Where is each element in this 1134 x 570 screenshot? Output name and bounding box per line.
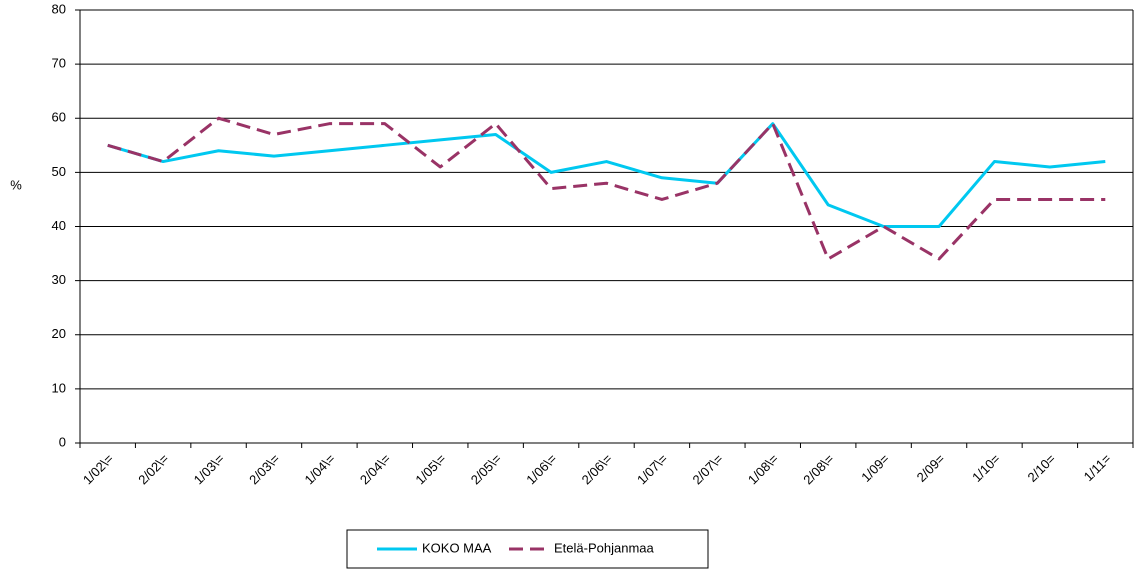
x-tick-label: 1/11= bbox=[1081, 451, 1114, 484]
x-tick-label: 1/08\= bbox=[745, 451, 781, 487]
x-tick-label: 2/03\= bbox=[246, 451, 282, 487]
x-tick-label: 1/09= bbox=[858, 451, 892, 485]
x-tick-label: 1/10= bbox=[969, 451, 1003, 485]
x-tick-label: 2/09= bbox=[914, 451, 948, 485]
x-tick-label: 1/06\= bbox=[523, 451, 559, 487]
x-tick-label: 2/08\= bbox=[800, 451, 836, 487]
y-axis-label: % bbox=[10, 177, 22, 192]
x-tick-label: 1/03\= bbox=[191, 451, 227, 487]
y-tick-label: 40 bbox=[52, 218, 66, 233]
line bbox=[107, 122, 1106, 228]
y-tick-label: 20 bbox=[52, 326, 66, 341]
legend-label: KOKO MAA bbox=[422, 540, 492, 555]
x-tick-label: 2/07\= bbox=[689, 451, 725, 487]
y-tick-label: 60 bbox=[52, 110, 66, 125]
x-tick-label: 2/02\= bbox=[135, 451, 171, 487]
x-tick-label: 1/07\= bbox=[634, 451, 670, 487]
x-tick-label: 2/05\= bbox=[468, 451, 504, 487]
x-tick-label: 2/04\= bbox=[357, 451, 393, 487]
y-tick-label: 0 bbox=[59, 434, 66, 449]
x-tick-label: 2/06\= bbox=[579, 451, 615, 487]
y-tick-label: 80 bbox=[52, 1, 66, 16]
y-tick-label: 10 bbox=[52, 380, 66, 395]
legend-label: Etelä-Pohjanmaa bbox=[554, 540, 654, 555]
x-tick-label: 1/04\= bbox=[302, 451, 338, 487]
x-tick-label: 1/05\= bbox=[412, 451, 448, 487]
y-tick-label: 70 bbox=[52, 56, 66, 71]
x-tick-label: 1/02\= bbox=[80, 451, 116, 487]
line bbox=[107, 116, 1106, 261]
y-tick-label: 30 bbox=[52, 272, 66, 287]
y-tick-label: 50 bbox=[52, 164, 66, 179]
x-tick-label: 2/10= bbox=[1025, 451, 1059, 485]
